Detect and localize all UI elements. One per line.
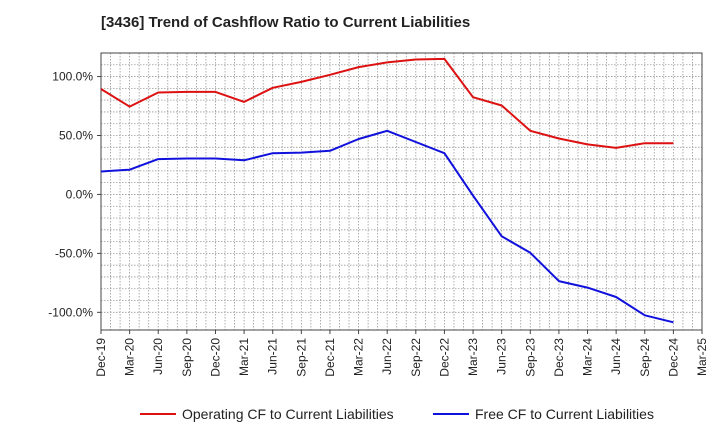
x-tick-label: Dec-19: [94, 338, 108, 377]
y-tick-label: 100.0%: [52, 70, 93, 84]
x-tick-label: Jun-22: [380, 338, 394, 375]
x-tick-label: Jun-21: [266, 338, 280, 375]
y-tick-label: 0.0%: [66, 187, 94, 201]
x-tick-label: Sep-21: [294, 338, 308, 377]
y-tick-label: -100.0%: [48, 305, 93, 319]
x-axis: Dec-19 Mar-20 Jun-20 Sep-20 Dec-20 Mar-21 Jun-…: [94, 330, 709, 377]
y-tick-label: 50.0%: [59, 129, 93, 143]
x-tick-label: Sep-22: [409, 338, 423, 377]
x-tick-label: Jun-20: [151, 338, 165, 375]
x-tick-label: Mar-21: [237, 338, 251, 376]
y-tick-label: -50.0%: [55, 246, 93, 260]
x-tick-label: Jun-24: [609, 338, 623, 375]
series-line-free-cf: [100, 129, 674, 324]
x-tick-label: Dec-20: [208, 338, 222, 377]
legend-label: Free CF to Current Liabilities: [475, 406, 654, 422]
legend: Operating CF to Current Liabilities Free …: [140, 406, 654, 422]
x-tick-label: Dec-23: [552, 338, 566, 377]
legend-label: Operating CF to Current Liabilities: [182, 406, 394, 422]
x-tick-label: Sep-23: [523, 338, 537, 377]
x-tick-label: Mar-23: [466, 338, 480, 376]
x-tick-label: Mar-22: [352, 338, 366, 376]
x-tick-label: Mar-20: [123, 338, 137, 376]
chart-title: [3436] Trend of Cashflow Ratio to Curren…: [101, 14, 471, 31]
y-axis: 100.0% 50.0% 0.0% -50.0% -100.0%: [48, 70, 101, 319]
x-tick-label: Jun-23: [495, 338, 509, 375]
grid-layer: [101, 53, 702, 330]
plot-frame: [100, 52, 703, 331]
series-line-operating-cf: [100, 57, 674, 149]
x-tick-label: Mar-24: [581, 338, 595, 376]
series-layer: [100, 57, 674, 324]
x-tick-label: Mar-25: [695, 338, 709, 376]
x-tick-label: Dec-22: [437, 338, 451, 377]
x-tick-label: Sep-20: [180, 338, 194, 377]
x-tick-label: Sep-24: [638, 338, 652, 377]
x-tick-label: Dec-24: [666, 338, 680, 377]
x-tick-label: Dec-21: [323, 338, 337, 377]
